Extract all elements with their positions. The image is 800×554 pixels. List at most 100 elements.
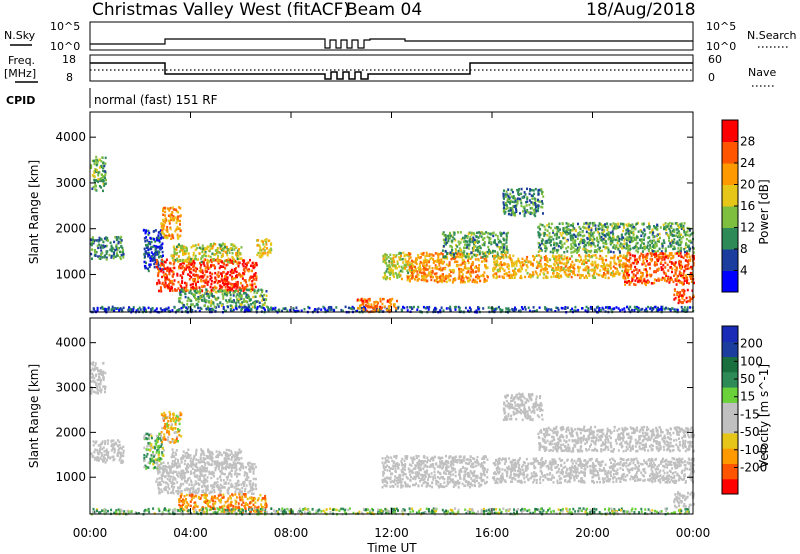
data-cell [233,277,236,280]
data-cell [642,223,645,226]
data-cell [142,306,145,309]
data-cell [509,209,512,212]
data-cell [184,310,187,313]
data-cell [605,254,608,258]
data-cell [653,253,655,256]
data-cell [162,265,165,268]
data-cell [218,287,221,290]
data-cell [603,262,605,266]
data-cell [165,278,168,281]
data-cell [546,309,549,312]
data-cell [102,169,105,172]
data-cell [226,276,229,279]
data-cell [110,249,113,252]
data-cell [160,226,163,229]
data-cell [206,294,209,298]
data-cell [570,263,573,266]
data-cell [364,306,367,310]
data-cell [226,271,229,274]
data-cell [680,233,683,236]
data-cell [464,240,467,243]
data-cell [423,274,426,277]
data-cell [604,273,607,276]
data-cell [171,256,174,260]
data-cell [502,250,505,253]
data-cell [682,291,685,295]
data-cell [687,300,690,303]
data-cell [101,176,104,179]
data-cell [145,261,147,265]
data-cell [483,236,486,240]
data-cell [572,266,575,269]
data-cell [222,307,225,310]
data-cell [179,297,182,300]
data-cell [414,265,417,269]
data-cell [530,188,533,192]
data-cell [105,238,108,242]
data-cell [103,309,106,313]
data-cell [385,254,388,257]
data-cell [625,257,628,261]
data-cell [644,282,647,285]
data-cell [654,264,657,267]
data-cell [627,249,630,253]
data-cell [110,308,113,311]
data-cell [476,267,479,270]
data-cell [207,260,210,264]
data-cell [374,309,377,312]
data-cell [401,257,404,261]
data-cell [179,283,182,286]
data-cell [621,265,624,269]
data-cell [104,245,107,248]
data-cell [670,253,673,257]
data-cell [534,214,537,218]
data-cell [580,274,583,277]
data-cell [634,260,637,263]
data-cell [209,271,212,275]
data-cell [646,246,649,249]
data-cell [388,267,391,270]
data-cell [219,284,222,287]
data-cell [432,258,435,261]
data-cell [187,296,190,300]
data-cell [172,207,175,211]
data-cell [190,286,193,290]
data-cell [190,246,193,249]
data-cell [235,270,238,274]
data-cell [100,253,102,257]
data-cell [475,254,477,258]
data-cell [556,226,558,229]
data-cell [420,278,423,282]
data-cell [474,249,477,252]
data-cell [461,252,464,256]
data-cell [464,266,466,269]
data-cell [254,272,257,275]
data-cell [492,231,495,234]
data-cell [188,291,191,294]
data-cell [665,228,668,232]
data-cell [166,207,169,210]
data-cell [501,255,504,258]
data-cell [527,260,530,263]
data-cell [683,248,686,251]
data-cell [622,275,625,278]
data-cell [193,289,196,293]
data-cell [625,254,628,258]
data-cell [171,211,174,214]
data-cell [596,266,599,270]
data-cell [226,291,229,295]
data-cell [392,274,395,277]
data-cell [406,263,409,266]
data-cell [673,298,676,301]
data-cell [98,378,100,382]
data-cell [179,244,182,248]
data-cell [654,241,657,244]
data-cell [260,306,263,309]
data-cell [628,259,631,262]
data-cell [185,268,187,271]
data-cell [160,247,162,250]
data-cell [562,236,565,240]
data-cell [492,241,495,244]
data-cell [685,264,688,267]
data-cell [92,374,95,377]
